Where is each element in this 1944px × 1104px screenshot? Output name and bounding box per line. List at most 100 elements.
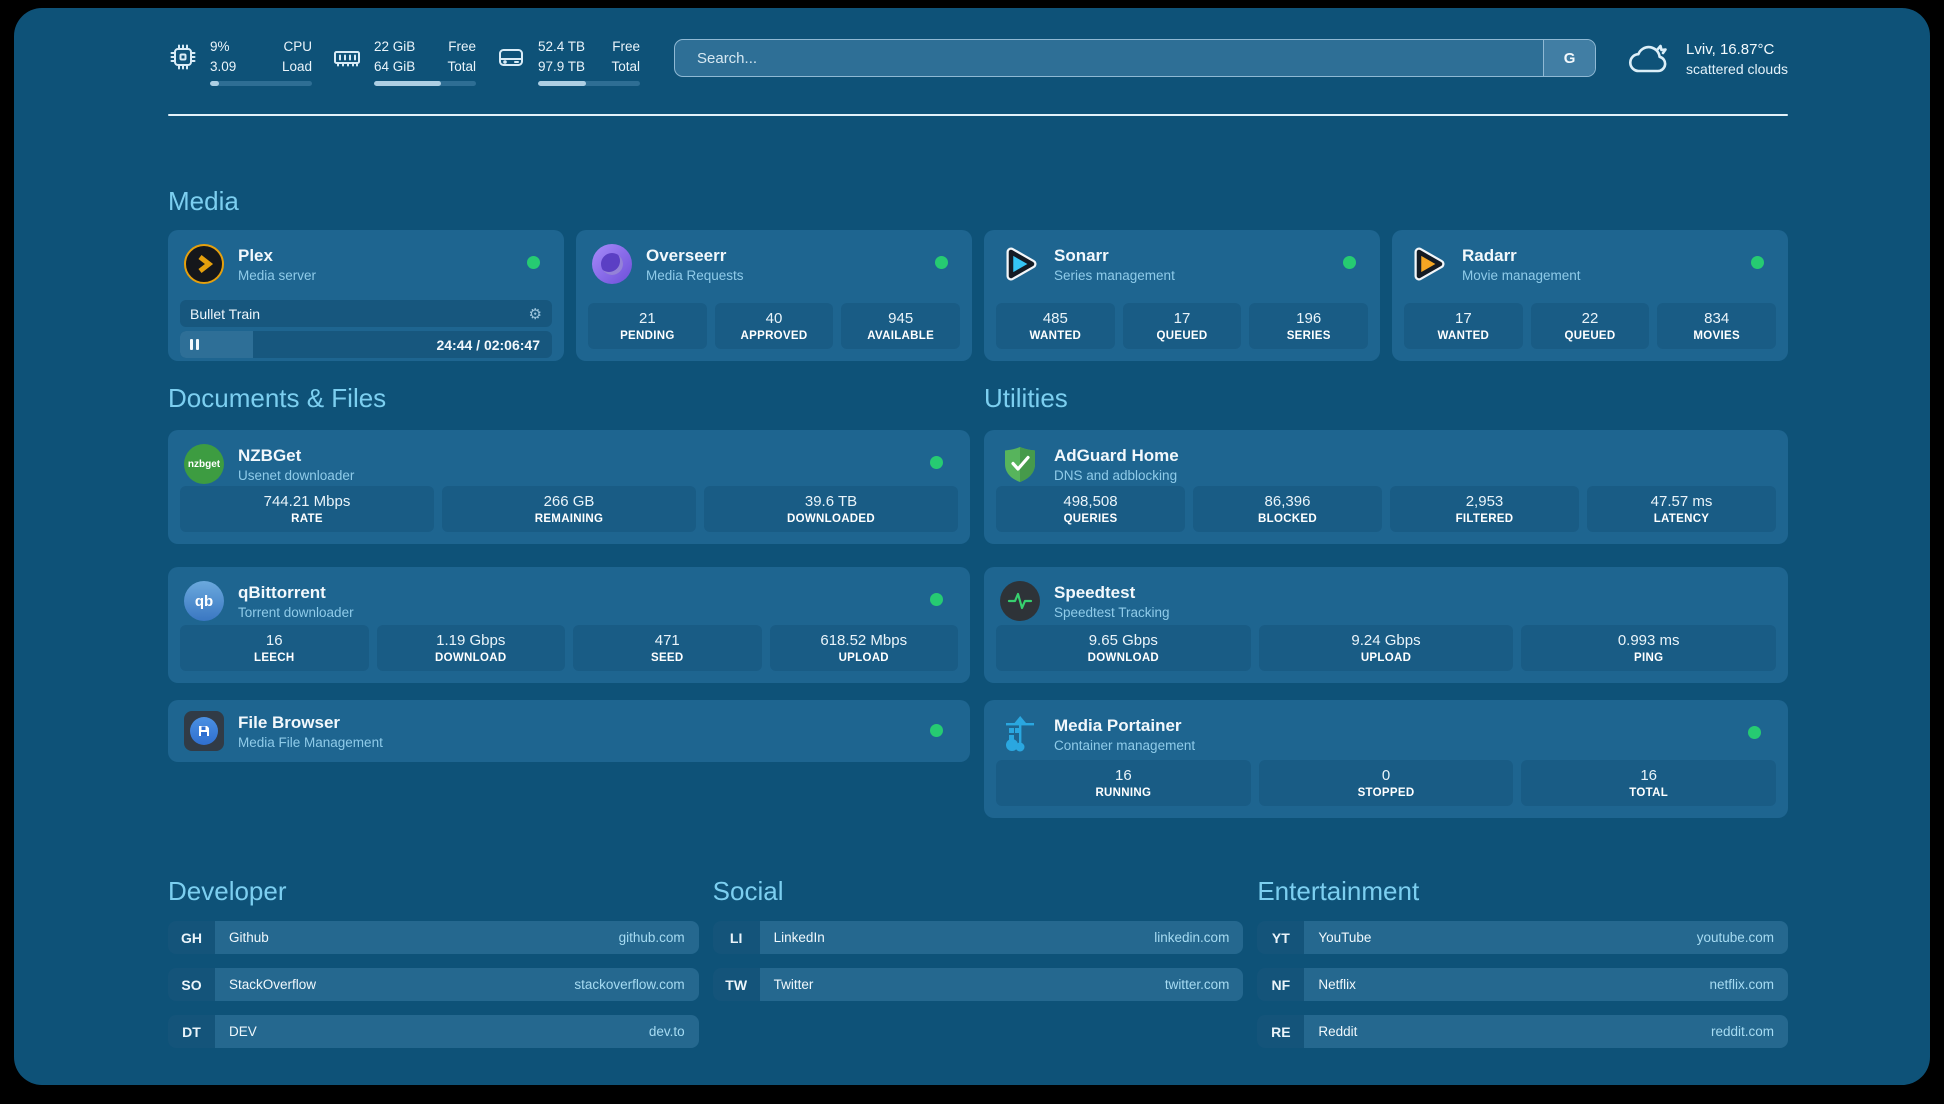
nzbget-subtitle: Usenet downloader — [238, 467, 355, 483]
ram-label-bottom: Total — [447, 59, 476, 74]
youtube-name: YouTube — [1318, 930, 1372, 945]
link-github[interactable]: GH Github github.com — [168, 921, 699, 954]
link-twitter[interactable]: TW Twitter twitter.com — [712, 968, 1244, 1001]
speedtest-stat-download: 9.65 Gbps DOWNLOAD — [996, 625, 1251, 671]
link-reddit[interactable]: RE Reddit reddit.com — [1257, 1015, 1788, 1048]
cpu-usage-percent: 9% — [210, 39, 230, 55]
netflix-domain: netflix.com — [1709, 977, 1774, 992]
plex-progress-row[interactable]: 24:44 / 02:06:47 — [180, 331, 552, 358]
cpu-stat: 9% 3.09 CPU Load — [168, 36, 312, 86]
header-divider — [168, 114, 1788, 116]
overseerr-stat-available: 945 AVAILABLE — [841, 303, 961, 349]
section-title-social: Social — [712, 876, 784, 906]
nzbget-card[interactable]: nzbget NZBGet Usenet downloader 744.21 M… — [168, 430, 970, 544]
entertainment-section: Entertainment YT YouTube youtube.com NF … — [1257, 876, 1788, 1062]
sonarr-stat-queued: 17 QUEUED — [1122, 303, 1242, 349]
plex-card[interactable]: Plex Media server Bullet Train ⚙ 24:44 /… — [168, 230, 564, 361]
sonarr-status-dot — [1343, 256, 1356, 269]
radarr-stat-movies: 834 MOVIES — [1657, 303, 1777, 349]
filebrowser-card[interactable]: File Browser Media File Management — [168, 700, 970, 762]
utilities-column: Utilities AdGuard Home DNS and adblockin… — [984, 383, 1788, 823]
search-input[interactable] — [674, 39, 1597, 77]
overseerr-status-dot — [935, 256, 948, 269]
dashboard: 9% 3.09 CPU Load — [14, 8, 1930, 1085]
plex-icon — [184, 244, 224, 284]
adguard-card[interactable]: AdGuard Home DNS and adblocking 498,508 … — [984, 430, 1788, 544]
portainer-icon — [1000, 714, 1040, 754]
nzbget-status-dot — [930, 456, 943, 469]
plex-status-dot — [527, 256, 540, 269]
qbittorrent-subtitle: Torrent downloader — [238, 604, 354, 620]
overseerr-stat-approved: 40 APPROVED — [714, 303, 834, 349]
weather-location-temp: Lviv, 16.87°C — [1686, 40, 1775, 58]
nzbget-title: NZBGet — [238, 445, 302, 465]
nzbget-stat-remaining: 266 GB REMAINING — [442, 486, 696, 532]
qbittorrent-stat-leech: 16 LEECH — [180, 625, 369, 671]
link-stackoverflow[interactable]: SO StackOverflow stackoverflow.com — [168, 968, 699, 1001]
sonarr-stat-series: 196 SERIES — [1249, 303, 1369, 349]
radarr-icon — [1408, 244, 1448, 284]
pause-icon[interactable] — [190, 339, 199, 350]
section-title-entertainment: Entertainment — [1257, 876, 1420, 906]
portainer-card[interactable]: Media Portainer Container management 16 … — [984, 700, 1788, 818]
ram-total-value: 64 GiB — [374, 59, 416, 74]
filebrowser-title: File Browser — [238, 712, 341, 732]
disk-progress-bar — [538, 81, 640, 86]
section-title-utilities: Utilities — [984, 383, 1068, 413]
sonarr-title: Sonarr — [1054, 245, 1109, 265]
adguard-shield-icon — [1000, 444, 1040, 484]
twitter-domain: twitter.com — [1164, 977, 1230, 992]
youtube-tag: YT — [1257, 921, 1305, 954]
adguard-title: AdGuard Home — [1054, 445, 1179, 465]
cloud-icon — [1629, 44, 1667, 73]
radarr-title: Radarr — [1462, 245, 1517, 265]
cpu-load-value: 3.09 — [210, 59, 237, 74]
qbittorrent-stat-seed: 471 SEED — [573, 625, 762, 671]
qbittorrent-stat-upload: 618.52 Mbps UPLOAD — [769, 625, 958, 671]
plex-title: Plex — [238, 245, 273, 265]
sonarr-subtitle: Series management — [1054, 267, 1175, 283]
speedtest-title: Speedtest — [1054, 582, 1136, 602]
weather-condition: scattered clouds — [1686, 60, 1788, 77]
sonarr-card[interactable]: Sonarr Series management 485 WANTED 17 Q… — [984, 230, 1380, 361]
nzbget-stat-downloaded: 39.6 TB DOWNLOADED — [704, 486, 958, 532]
overseerr-stat-pending: 21 PENDING — [588, 303, 707, 349]
github-domain: github.com — [618, 930, 685, 945]
linkedin-domain: linkedin.com — [1154, 930, 1230, 945]
radarr-card[interactable]: Radarr Movie management 17 WANTED 22 QUE… — [1392, 230, 1788, 361]
stackoverflow-name: StackOverflow — [229, 977, 317, 992]
filebrowser-subtitle: Media File Management — [238, 734, 383, 750]
section-title-developer: Developer — [168, 876, 287, 906]
disk-stat: 52.4 TB 97.9 TB Free Total — [496, 36, 640, 86]
portainer-stat-running: 16 RUNNING — [996, 760, 1251, 806]
qbittorrent-card[interactable]: qb qBittorrent Torrent downloader 16 LEE… — [168, 567, 970, 683]
qbittorrent-status-dot — [930, 593, 943, 606]
link-dev[interactable]: DT DEV dev.to — [168, 1015, 699, 1048]
overseerr-card[interactable]: Overseerr Media Requests 21 PENDING 40 A… — [576, 230, 972, 361]
search-engine-button[interactable]: G — [1543, 40, 1596, 76]
qbittorrent-stat-download: 1.19 Gbps DOWNLOAD — [376, 625, 565, 671]
stackoverflow-domain: stackoverflow.com — [574, 977, 685, 992]
portainer-status-dot — [1748, 726, 1761, 739]
overseerr-title: Overseerr — [646, 245, 727, 265]
media-grid: Plex Media server Bullet Train ⚙ 24:44 /… — [168, 230, 1788, 361]
overseerr-subtitle: Media Requests — [646, 267, 744, 283]
speedtest-card[interactable]: Speedtest Speedtest Tracking 9.65 Gbps D… — [984, 567, 1788, 683]
adguard-subtitle: DNS and adblocking — [1054, 467, 1178, 483]
github-name: Github — [229, 930, 269, 945]
documents-column: Documents & Files nzbget NZBGet Usenet d… — [168, 383, 970, 823]
twitter-name: Twitter — [773, 977, 814, 992]
link-linkedin[interactable]: LI LinkedIn linkedin.com — [712, 921, 1244, 954]
link-youtube[interactable]: YT YouTube youtube.com — [1257, 921, 1788, 954]
netflix-tag: NF — [1257, 968, 1305, 1001]
search-bar: G — [674, 39, 1597, 77]
stackoverflow-tag: SO — [168, 968, 215, 1001]
sonarr-stat-wanted: 485 WANTED — [996, 303, 1115, 349]
ram-label-top: Free — [448, 39, 476, 55]
plex-session-settings-icon[interactable]: ⚙ — [528, 305, 542, 323]
portainer-stat-total: 16 TOTAL — [1521, 760, 1777, 806]
youtube-domain: youtube.com — [1696, 930, 1774, 945]
speedtest-stat-upload: 9.24 Gbps UPLOAD — [1258, 625, 1514, 671]
link-netflix[interactable]: NF Netflix netflix.com — [1257, 968, 1788, 1001]
system-stats: 9% 3.09 CPU Load — [168, 36, 640, 86]
